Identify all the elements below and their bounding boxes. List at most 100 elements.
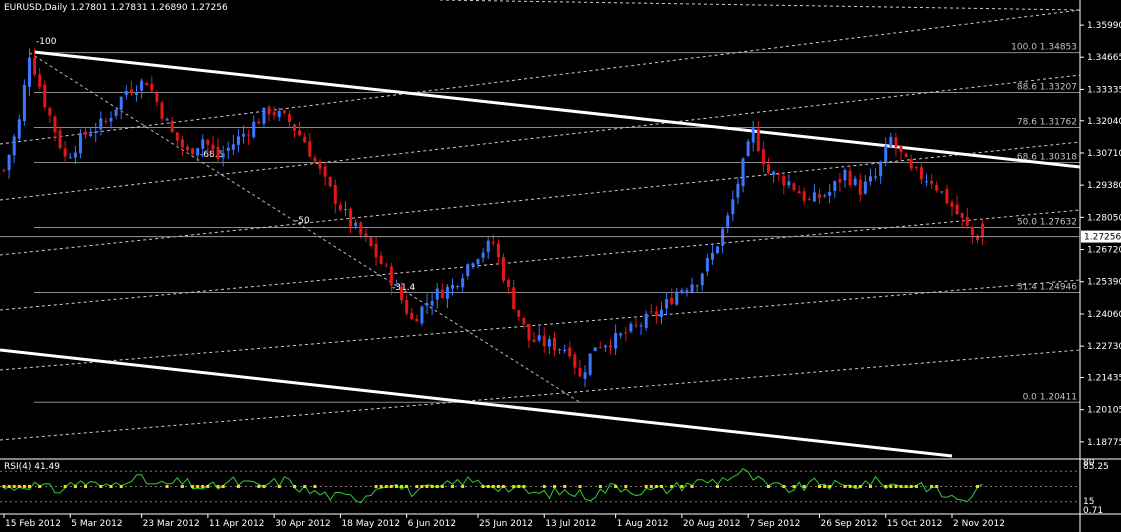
rsi-marker (379, 485, 383, 488)
time-tick-label: 23 Mar 2012 (143, 519, 200, 529)
rsi-marker (262, 485, 266, 488)
candle-body (751, 127, 755, 143)
candle-body (313, 157, 317, 162)
fan-line (0, 74, 1081, 201)
candle-body (293, 124, 297, 131)
rsi-marker (501, 485, 505, 488)
rsi-marker (802, 485, 806, 488)
candle-body (394, 284, 398, 286)
channel-upper (33, 50, 1081, 169)
candle-body (440, 289, 444, 299)
candle-body (308, 141, 312, 157)
candle-body (231, 144, 235, 150)
candle-body (838, 179, 842, 183)
candle-body (155, 92, 159, 102)
rsi-marker (690, 485, 694, 488)
rsi-marker (552, 485, 556, 488)
candle-body (328, 177, 332, 187)
candle-body (277, 110, 281, 118)
rsi-marker (461, 485, 465, 488)
candle-body (226, 147, 230, 151)
rsi-marker (914, 485, 918, 488)
candle-body (874, 176, 878, 178)
rsi-marker (899, 485, 903, 488)
candle-body (609, 345, 613, 348)
rsi-scale-label: 80 (1083, 458, 1095, 468)
candle-body (53, 116, 57, 133)
candle-body (603, 345, 607, 348)
price-tick-label: 1.32040 (1087, 117, 1121, 127)
candle-body (236, 136, 240, 145)
candle-body (537, 335, 541, 341)
candle-body (282, 110, 286, 113)
rsi-marker (27, 485, 31, 488)
candle-body (389, 266, 393, 286)
fan-label: -50 (295, 216, 310, 226)
rsi-marker (236, 485, 240, 488)
candle-body (272, 112, 276, 116)
candle-body (700, 273, 704, 286)
candle-body (659, 309, 663, 318)
candle-body (563, 349, 567, 352)
candle-body (78, 133, 82, 154)
rsi-marker (868, 485, 872, 488)
candle-body (150, 83, 154, 91)
candle-body (471, 263, 475, 266)
candle-body (58, 130, 62, 148)
time-tick-label: 7 Sep 2012 (749, 519, 800, 529)
candle-body (970, 226, 974, 236)
fan-line (0, 279, 1081, 371)
candle-body (833, 181, 837, 191)
fan-line (0, 349, 1081, 441)
candle-body (129, 89, 133, 94)
candle-body (27, 57, 31, 87)
candle-body (333, 184, 337, 205)
candle-body (99, 118, 103, 130)
candle-body (242, 133, 246, 137)
chart-header: EURUSD,Daily 1.27801 1.27831 1.26890 1.2… (4, 3, 228, 13)
candle-body (695, 285, 699, 287)
candle-body (63, 148, 67, 157)
rsi-marker (7, 485, 11, 488)
candle-body (782, 175, 786, 186)
candle-body (812, 192, 816, 202)
candle-body (425, 303, 429, 306)
rsi-marker (563, 485, 567, 488)
channel-lower (0, 348, 953, 458)
rsi-marker (389, 485, 393, 488)
candle-body (257, 121, 261, 124)
time-tick-label: 20 Aug 2012 (683, 519, 741, 529)
fib-label: 31.4 1.24946 (1017, 282, 1077, 292)
candle-body (807, 198, 811, 200)
rsi-marker (481, 485, 485, 488)
rsi-marker (817, 485, 821, 488)
time-axis: 15 Feb 2012 5 Mar 2012 23 Mar 2012 11 Apr 2… (3, 514, 1005, 529)
candle-body (73, 152, 77, 158)
candle-body (445, 286, 449, 299)
candle-body (792, 183, 796, 191)
candle-body (466, 264, 470, 277)
rsi-marker (374, 485, 378, 488)
fib-label: 78.6 1.31762 (1017, 117, 1077, 127)
candle-body (629, 323, 633, 332)
candle-body (160, 102, 164, 119)
candle-body (415, 319, 419, 322)
candle-body (247, 134, 251, 136)
time-tick-label: 11 Apr 2012 (209, 519, 265, 529)
candle-body (109, 117, 113, 122)
fib-label: 88.6 1.33207 (1017, 83, 1077, 93)
fan-line (439, 0, 1081, 11)
candle-body (124, 90, 128, 96)
candle-body (710, 252, 714, 260)
rsi-marker (614, 485, 618, 488)
price-tick-label: 1.30710 (1087, 149, 1121, 159)
candle-body (476, 259, 480, 265)
rsi-marker (491, 485, 495, 488)
rsi-marker (405, 485, 409, 488)
candle-body (191, 148, 195, 155)
candle-body (501, 257, 505, 281)
fan-label: -31.4 (392, 283, 416, 293)
candle-body (68, 157, 72, 159)
current-price-label: 1.27256 (1084, 233, 1121, 243)
